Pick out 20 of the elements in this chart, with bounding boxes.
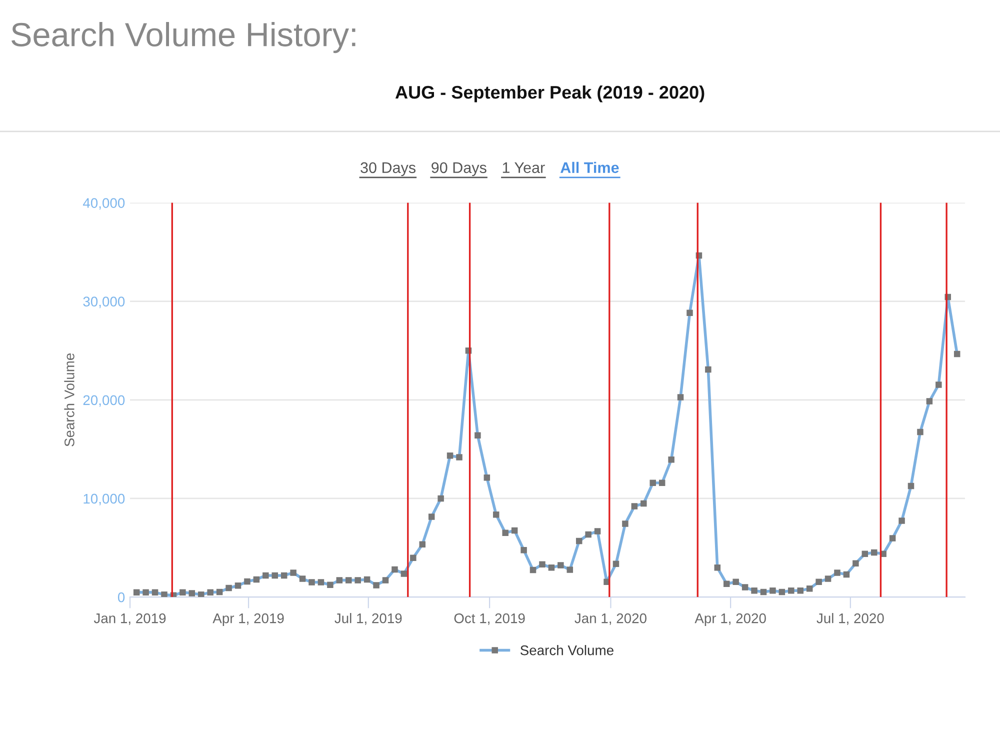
y-tick-label: 20,000 [83, 395, 125, 407]
chart-subtitle: AUG - September Peak (2019 - 2020) [395, 85, 704, 102]
x-tick-label: Oct 1, 2019 [454, 613, 525, 625]
text: 30 Days [360, 162, 416, 176]
legend-label: Search Volume [520, 645, 614, 656]
text: All Time [560, 162, 619, 174]
x-tick-label: Jan 1, 2020 [574, 613, 646, 625]
x-tick-label: Apr 1, 2020 [694, 613, 766, 626]
y-tick-label: 0 [118, 592, 125, 602]
x-tick-label: Jan 1, 2019 [94, 613, 166, 625]
x-tick-label: Jul 1, 2020 [816, 613, 884, 625]
text: 90 Days [432, 162, 486, 176]
y-axis-title: Search Volume [64, 353, 74, 446]
text: 1 Year [502, 162, 545, 174]
x-tick-label: Apr 1, 2019 [212, 613, 284, 626]
y-tick-label: 30,000 [83, 296, 125, 308]
x-tick-label: Jul 1, 2019 [334, 613, 402, 625]
chart-title: Search Volume History: [12, 22, 356, 54]
y-tick-label: 40,000 [82, 198, 125, 210]
y-tick-label: 10,000 [84, 494, 125, 506]
